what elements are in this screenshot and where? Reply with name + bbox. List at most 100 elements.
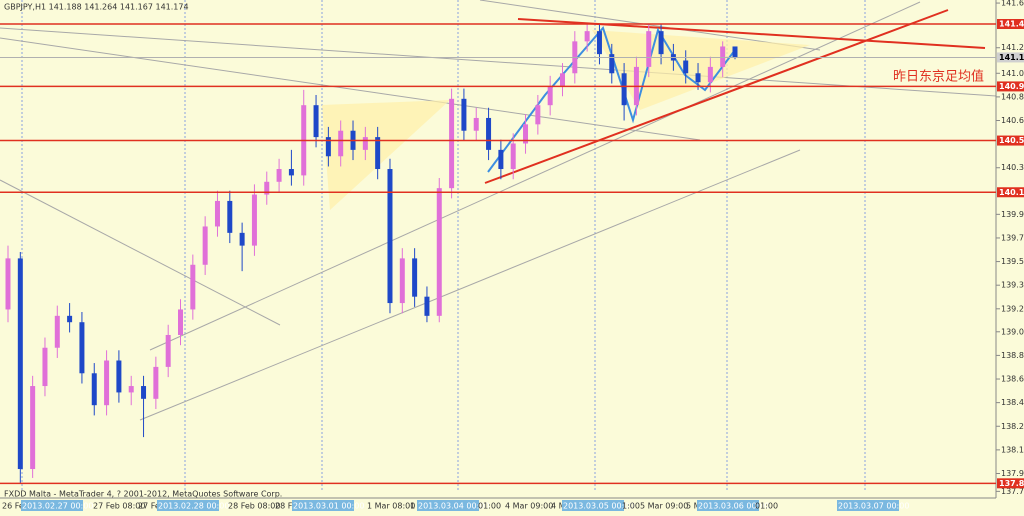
- x-tick-label: 1:00: [622, 502, 640, 511]
- trend-lines: [0, 0, 997, 421]
- candle-body: [30, 386, 36, 470]
- candle-body: [54, 315, 60, 348]
- y-tick-label: 139.575: [1001, 257, 1024, 266]
- candle-body: [17, 258, 23, 470]
- candle-body: [399, 258, 405, 304]
- candle-body: [510, 143, 516, 170]
- candle-body: [559, 73, 565, 87]
- triangle-zone: [322, 100, 450, 210]
- candle-body: [116, 360, 122, 393]
- x-tick-label: 4 Mar 09:00: [505, 502, 553, 511]
- y-tick-label: 139.205: [1001, 304, 1024, 313]
- candle-body: [621, 73, 627, 106]
- level-label: 137.838: [999, 479, 1024, 488]
- candle-body: [325, 137, 331, 157]
- candle-body: [436, 188, 442, 316]
- x-label-highlight: [837, 500, 899, 511]
- x-tick-label: 27 Feb: [138, 502, 165, 511]
- candle-body: [288, 169, 294, 176]
- candle-body: [683, 60, 689, 74]
- candle-body: [498, 149, 504, 170]
- current-price-label: 141.174: [999, 53, 1024, 62]
- x-tick-label: 2013.03.05 00:00: [563, 502, 634, 511]
- candle-body: [695, 73, 701, 83]
- y-tick-label: 138.470: [1001, 398, 1024, 407]
- candle-body: [584, 31, 590, 42]
- annotation: 昨日东京足均值: [893, 69, 984, 85]
- candle-body: [313, 105, 319, 138]
- x-tick-label: 2013.03.04 00:00: [418, 502, 489, 511]
- x-label-highlight: [697, 500, 759, 511]
- candle-body: [424, 296, 430, 316]
- x-tick-label: 28 Feb: [275, 502, 302, 511]
- wave-line: [487, 26, 736, 173]
- x-tick-label: 5 M: [686, 502, 701, 511]
- candle-body: [646, 31, 652, 67]
- candle-body: [473, 117, 479, 131]
- y-tick-label: 138.100: [1001, 445, 1024, 454]
- candle-body: [202, 226, 208, 265]
- candle-body: [128, 386, 134, 393]
- y-tick-label: 140.680: [1001, 116, 1024, 125]
- candle-body: [449, 98, 455, 189]
- x-tick-label: 2013.03.06 00:00: [698, 502, 769, 511]
- candle-body: [42, 347, 48, 387]
- y-tick-label: 138.655: [1001, 375, 1024, 384]
- x-tick-label: 2013.02.28 00:00: [158, 502, 229, 511]
- y-tick-label: 139.025: [1001, 327, 1024, 336]
- candle-body: [264, 181, 270, 195]
- candle-body: [153, 366, 159, 399]
- x-tick-label: 1 Mar 08:00: [367, 502, 415, 511]
- candle-body: [276, 169, 282, 182]
- x-tick-label: 2013.03.01 00:00: [293, 502, 364, 511]
- candle-body: [732, 46, 738, 58]
- y-tick-label: 141.050: [1001, 69, 1024, 78]
- candle-body: [5, 258, 11, 310]
- candle-body: [362, 137, 368, 150]
- candle-body: [375, 137, 381, 170]
- x-label-highlight: [417, 500, 479, 511]
- level-box: [997, 19, 1024, 29]
- candle-body: [165, 334, 171, 367]
- level-label: 140.947: [999, 82, 1024, 91]
- candle-body: [227, 200, 233, 233]
- chart-title: GBPJPY,H1 141.188 141.264 141.167 141.17…: [4, 3, 189, 12]
- x-tick-label: 2013.03.07 00:00: [838, 502, 909, 511]
- x-tick-label: 2013.02.27 00:00: [22, 502, 93, 511]
- candle-body: [141, 386, 147, 399]
- candle-body: [486, 117, 492, 150]
- current-price-box: [997, 52, 1024, 63]
- candle-body: [596, 31, 602, 55]
- y-tick-label: 139.390: [1001, 281, 1024, 290]
- plot-area: [0, 0, 996, 492]
- y-tick-label: 140.310: [1001, 163, 1024, 172]
- y-tick-label: 139.760: [1001, 233, 1024, 242]
- candle-body: [239, 232, 245, 246]
- candle-body: [251, 194, 257, 246]
- candle-body: [79, 322, 85, 374]
- level-box: [997, 187, 1024, 198]
- y-tick-label: 139.945: [1001, 210, 1024, 219]
- x-tick-label: 5 Mar 09:00: [640, 502, 688, 511]
- x-tick-label: 28 Feb 08:00: [228, 502, 280, 511]
- y-tick-label: 141.600: [1001, 0, 1024, 8]
- level-box: [997, 135, 1024, 146]
- y-tick-label: 138.840: [1001, 351, 1024, 360]
- x-label-highlight: [562, 500, 624, 511]
- candle-body: [658, 31, 664, 55]
- level-label: 140.523: [999, 136, 1024, 145]
- x-label-highlight: [292, 500, 354, 511]
- candle-body: [609, 54, 615, 74]
- candle-body: [535, 105, 541, 125]
- x-tick-label: 01:00: [478, 502, 501, 511]
- level-label: 141.436: [999, 20, 1024, 29]
- x-tick-label: 27 Feb 08:00: [93, 502, 145, 511]
- candle-body: [387, 169, 393, 304]
- candle-body: [707, 66, 713, 83]
- y-tick-label: 140.865: [1001, 92, 1024, 101]
- candle-body: [412, 258, 418, 297]
- y-tick-label: 137.915: [1001, 469, 1024, 478]
- candle-body: [547, 86, 553, 106]
- x-tick-label: 4 M: [551, 502, 566, 511]
